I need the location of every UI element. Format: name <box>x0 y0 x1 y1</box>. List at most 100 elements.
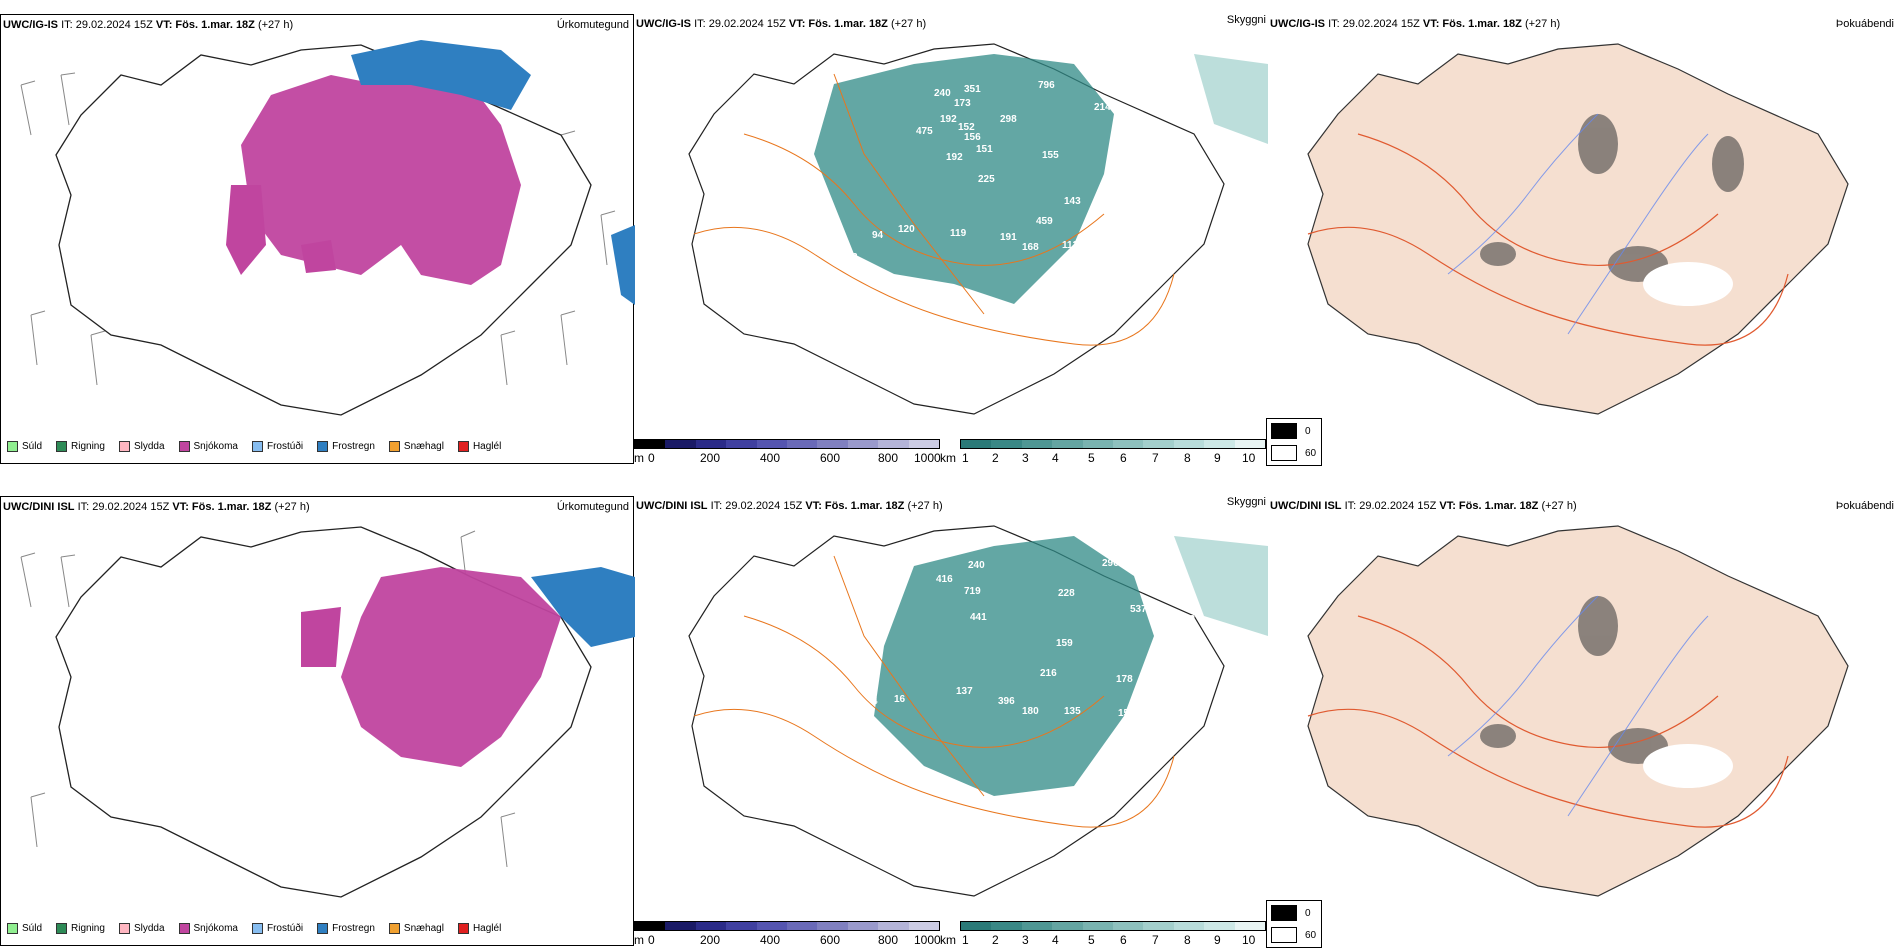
scale-segment <box>1052 440 1083 448</box>
scale-segment <box>847 440 879 448</box>
legend-item: Frostregn <box>317 441 375 452</box>
scale-segment <box>961 440 992 448</box>
scale-segment <box>1173 922 1205 930</box>
elevation-label: 3 <box>852 252 858 263</box>
scale-segment <box>1204 440 1235 448</box>
legend-item: Snjókoma <box>178 923 238 934</box>
legend-swatch <box>251 441 263 452</box>
low-cloud-area <box>874 536 1154 796</box>
cloud-title-row1: UWC/IG-IS IT: 29.02.2024 15Z VT: Fös. 1.… <box>636 18 927 30</box>
snow-area <box>341 567 561 767</box>
scale-segment <box>1143 440 1174 448</box>
cloud-panel-row2: UWC/DINI ISL IT: 29.02.2024 15Z VT: Fös.… <box>634 496 1268 947</box>
precip-map-row2 <box>20 526 635 898</box>
rivers <box>1447 595 1709 817</box>
elevation-label: 143 <box>1064 196 1081 207</box>
scale-segment <box>1234 440 1266 448</box>
elevation-label: 94 <box>872 230 884 241</box>
elevation-label: 4 <box>872 696 878 707</box>
freezing-rain-area <box>351 40 531 110</box>
scale-segment <box>1082 922 1114 930</box>
scale-segment <box>787 922 818 930</box>
precip-map-row1 <box>20 40 635 416</box>
elevation-label: 135 <box>1064 706 1081 717</box>
elevation-label: 156 <box>964 132 981 143</box>
precip-type-label-row1: Úrkomutegund <box>556 19 629 31</box>
fog-clear-area <box>1643 262 1733 306</box>
fog-title-row2: UWC/DINI ISL IT: 29.02.2024 15Z VT: Fös.… <box>1270 500 1577 512</box>
legend-item: Snæhagl <box>388 441 444 452</box>
scale-segment <box>726 922 757 930</box>
fog-panel-row2: UWC/DINI ISL IT: 29.02.2024 15Z VT: Fös.… <box>1266 496 1900 948</box>
scale-segment <box>1113 922 1144 930</box>
scale-segment <box>635 440 666 448</box>
scale-segment <box>878 440 909 448</box>
elevation-label: 159 <box>1056 638 1073 649</box>
elevation-label: 416 <box>936 574 953 585</box>
fog-legend-row2: 0 60 <box>1266 900 1322 948</box>
fog-type-label-row2: Þokuábendi <box>1835 500 1894 512</box>
legend-item: Haglél <box>457 923 501 934</box>
scale-segment <box>1204 922 1235 930</box>
iceland-outline <box>1307 43 1849 415</box>
legend-swatch <box>7 441 18 452</box>
legend-swatch <box>251 923 263 934</box>
scale-segment <box>817 922 848 930</box>
elevation-label: 228 <box>1058 588 1075 599</box>
legend-item: Haglél <box>457 441 501 452</box>
scale-segment <box>1234 922 1266 930</box>
road-network <box>693 555 1175 828</box>
legend-swatch <box>118 441 130 452</box>
fog-panel-row1: UWC/IG-IS IT: 29.02.2024 15Z VT: Fös. 1.… <box>1266 14 1900 466</box>
scale-segment <box>1113 440 1144 448</box>
cloud-type-label-row2: Skyggni <box>1226 496 1266 508</box>
elevation-label: 104 <box>1150 580 1167 591</box>
cloud-panel-row1: UWC/IG-IS IT: 29.02.2024 15Z VT: Fös. 1.… <box>634 14 1268 465</box>
cloud-type-label-row1: Skyggni <box>1226 14 1266 26</box>
cloud-base-scale <box>634 921 940 931</box>
scale-segment <box>1021 440 1053 448</box>
fog-map-row1 <box>1307 43 1849 415</box>
scale-segment <box>756 922 788 930</box>
elevation-label: 180 <box>1022 706 1039 717</box>
elevation-labels: 240 351 7961732982143751921524751568415119… <box>852 80 1194 263</box>
snow-area-southwest <box>301 240 336 273</box>
legend-item: Frostúði <box>251 441 303 452</box>
elevation-label: 112 <box>1062 240 1079 251</box>
cloud-base-scale <box>634 439 940 449</box>
road-network <box>693 73 1175 346</box>
elevation-label: 441 <box>970 612 987 623</box>
snow-area-west <box>226 185 266 275</box>
cloud-title-row2: UWC/DINI ISL IT: 29.02.2024 15Z VT: Fös.… <box>636 500 943 512</box>
scale-segment <box>756 440 788 448</box>
scale-segment <box>665 922 696 930</box>
scale-segment <box>635 922 666 930</box>
legend-swatch <box>56 441 68 452</box>
fog-legend-swatch-dark <box>1271 423 1297 439</box>
legend-swatch <box>457 441 469 452</box>
elevation-label: 152 <box>1126 244 1143 255</box>
elevation-label: 459 <box>1036 216 1053 227</box>
elevation-label: 43 <box>1184 614 1196 625</box>
fog-type-label-row1: Þokuábendi <box>1835 18 1894 30</box>
legend-item: Snjókoma <box>178 441 238 452</box>
precip-legend-row1: Súld Rigning Slydda Snjókoma Frostúði Fr… <box>7 441 501 452</box>
elevation-label: 70 <box>1182 148 1194 159</box>
precip-title-row2: UWC/DINI ISL IT: 29.02.2024 15Z VT: Fös.… <box>3 501 310 513</box>
visibility-scale <box>960 921 1266 931</box>
elevation-label: 537 <box>1130 604 1147 615</box>
snow-area <box>241 75 521 285</box>
elevation-label: 120 <box>898 224 915 235</box>
elevation-label: 168 <box>1022 242 1039 253</box>
elevation-label: 192 <box>946 152 963 163</box>
elevation-label: 351 <box>964 84 981 95</box>
freezing-rain-area <box>531 567 635 647</box>
elevation-label: 719 <box>964 586 981 597</box>
elevation-label: 298 <box>1000 114 1017 125</box>
elevation-label: 137 <box>956 686 973 697</box>
freezing-rain-east <box>611 225 635 305</box>
legend-swatch <box>7 923 18 934</box>
elevation-label: 296 <box>1102 558 1119 569</box>
